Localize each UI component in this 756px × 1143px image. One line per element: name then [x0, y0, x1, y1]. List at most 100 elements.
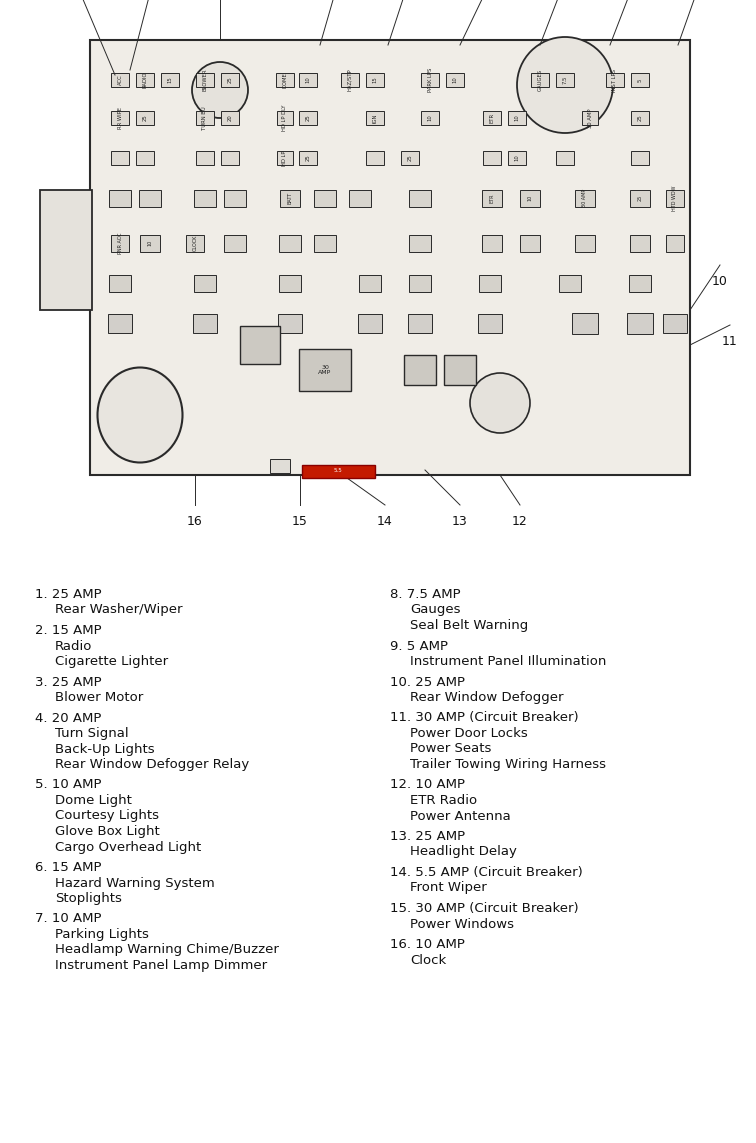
Bar	[482, 234, 502, 251]
Text: 16. 10 AMP: 16. 10 AMP	[390, 938, 465, 951]
Text: Instrument Panel Lamp Dimmer: Instrument Panel Lamp Dimmer	[55, 959, 267, 972]
Text: 10: 10	[712, 275, 728, 288]
Text: 25: 25	[637, 114, 643, 121]
Text: 7.5: 7.5	[562, 75, 568, 85]
Bar	[479, 274, 501, 291]
Bar	[631, 151, 649, 165]
Text: Headlamp Warning Chime/Buzzer: Headlamp Warning Chime/Buzzer	[55, 943, 279, 957]
Text: 25: 25	[142, 114, 147, 121]
Text: Parking Lights: Parking Lights	[55, 928, 149, 941]
Bar	[629, 274, 651, 291]
Circle shape	[517, 37, 613, 133]
Text: Power Windows: Power Windows	[410, 918, 514, 930]
Text: 14: 14	[377, 515, 393, 528]
Text: 9. 5 AMP: 9. 5 AMP	[390, 639, 448, 653]
Bar	[221, 111, 239, 125]
Bar	[299, 151, 317, 165]
Bar	[409, 234, 431, 251]
Bar	[408, 313, 432, 333]
Bar	[196, 111, 214, 125]
Bar	[279, 274, 301, 291]
Text: Clock: Clock	[410, 953, 446, 967]
Text: 13. 25 AMP: 13. 25 AMP	[390, 830, 465, 844]
Bar	[572, 312, 598, 334]
Circle shape	[192, 62, 248, 118]
Bar	[111, 151, 129, 165]
Text: Front Wiper: Front Wiper	[410, 881, 487, 895]
Text: CLOCK: CLOCK	[193, 234, 197, 251]
Text: 2. 15 AMP: 2. 15 AMP	[35, 624, 101, 637]
Text: 13: 13	[452, 515, 468, 528]
Bar	[663, 313, 687, 333]
Bar	[279, 234, 301, 251]
Bar	[196, 73, 214, 87]
Bar	[280, 190, 300, 207]
Text: RR WIPE: RR WIPE	[117, 107, 122, 129]
Text: Headlight Delay: Headlight Delay	[410, 846, 517, 858]
Bar	[221, 73, 239, 87]
Bar	[314, 234, 336, 251]
Bar	[409, 190, 431, 207]
Text: Radio: Radio	[55, 639, 92, 653]
Text: 25: 25	[305, 154, 311, 161]
Bar	[196, 151, 214, 165]
Text: 20: 20	[228, 114, 233, 121]
Text: Power Seats: Power Seats	[410, 743, 491, 756]
Text: 14. 5.5 AMP (Circuit Breaker): 14. 5.5 AMP (Circuit Breaker)	[390, 866, 583, 879]
Text: Trailer Towing Wiring Harness: Trailer Towing Wiring Harness	[410, 758, 606, 772]
Bar	[520, 190, 540, 207]
Text: GAUGES: GAUGES	[538, 69, 543, 91]
Bar	[559, 274, 581, 291]
Text: PARK LPS: PARK LPS	[427, 67, 432, 93]
Bar	[136, 151, 154, 165]
Text: 11: 11	[722, 335, 738, 347]
Bar	[240, 326, 280, 363]
Bar	[666, 234, 684, 251]
Bar	[221, 151, 239, 165]
Bar	[531, 73, 549, 87]
Bar	[366, 151, 384, 165]
Text: 15. 30 AMP (Circuit Breaker): 15. 30 AMP (Circuit Breaker)	[390, 902, 578, 916]
Bar	[404, 355, 436, 385]
Bar	[421, 73, 439, 87]
Bar	[366, 73, 384, 87]
Bar	[194, 190, 216, 207]
Bar	[630, 190, 650, 207]
Bar	[277, 111, 293, 125]
Text: Gauges: Gauges	[410, 604, 460, 616]
Bar	[508, 151, 526, 165]
Bar	[630, 234, 650, 251]
Bar	[109, 190, 131, 207]
Text: 25: 25	[637, 194, 643, 201]
Circle shape	[470, 373, 530, 433]
Text: Turn Signal: Turn Signal	[55, 727, 129, 740]
Text: ACC: ACC	[117, 74, 122, 86]
Bar	[666, 190, 684, 207]
Text: Cigarette Lighter: Cigarette Lighter	[55, 655, 168, 668]
Bar	[627, 312, 653, 334]
Bar	[224, 234, 246, 251]
Text: TURN BU: TURN BU	[203, 106, 207, 130]
Text: 6. 15 AMP: 6. 15 AMP	[35, 861, 101, 874]
Text: 1. 25 AMP: 1. 25 AMP	[35, 588, 101, 601]
Text: 30
AMP: 30 AMP	[318, 365, 332, 375]
Bar	[401, 151, 419, 165]
Text: Power Door Locks: Power Door Locks	[410, 727, 528, 740]
Bar	[276, 73, 294, 87]
Text: RADIO: RADIO	[142, 72, 147, 88]
Text: 25: 25	[228, 77, 233, 83]
Text: Hazard Warning System: Hazard Warning System	[55, 877, 215, 889]
Text: Rear Window Defogger: Rear Window Defogger	[410, 692, 563, 704]
Text: 10: 10	[515, 154, 519, 161]
Text: 8. 7.5 AMP: 8. 7.5 AMP	[390, 588, 460, 601]
Bar	[575, 190, 595, 207]
Text: 15: 15	[292, 515, 308, 528]
Bar	[631, 73, 649, 87]
Text: Back-Up Lights: Back-Up Lights	[55, 743, 155, 756]
Text: 25: 25	[305, 114, 311, 121]
Bar	[90, 40, 690, 475]
Text: 10: 10	[515, 114, 519, 121]
Bar	[302, 465, 375, 478]
Text: Stoplights: Stoplights	[55, 892, 122, 905]
Text: 4. 20 AMP: 4. 20 AMP	[35, 711, 101, 725]
